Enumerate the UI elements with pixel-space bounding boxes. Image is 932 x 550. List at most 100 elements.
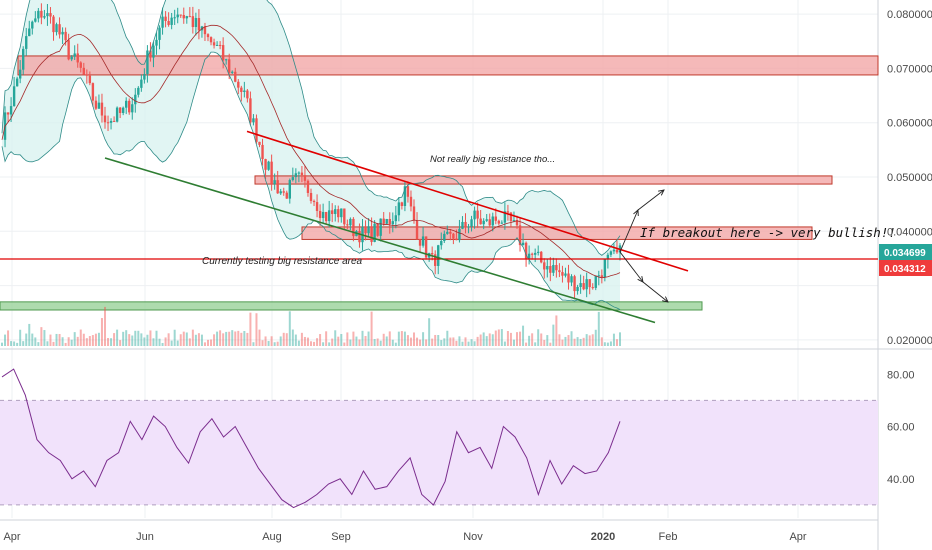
volume-bar <box>522 325 525 346</box>
candle-body <box>100 102 104 116</box>
candle-body <box>15 78 19 87</box>
volume-bar <box>597 311 600 346</box>
volume-bar <box>43 330 46 346</box>
candle-body <box>318 210 322 219</box>
volume-bar <box>110 338 113 346</box>
volume-bar <box>331 338 334 346</box>
candle-body <box>552 265 555 273</box>
volume-bar <box>376 338 379 346</box>
volume-bar <box>452 337 455 346</box>
candle-body <box>315 202 319 211</box>
candle-body <box>288 180 291 199</box>
volume-bar <box>434 334 437 346</box>
volume-bar <box>458 336 461 346</box>
time-tick-label: Sep <box>331 531 351 543</box>
candle-body <box>170 17 173 25</box>
candle-body <box>579 283 582 287</box>
candle-body <box>340 208 343 218</box>
candle-body <box>491 216 494 226</box>
volume-bar <box>497 329 500 346</box>
volume-bar <box>428 318 431 346</box>
volume-bar <box>82 333 85 346</box>
volume-bar <box>46 341 49 346</box>
volume-bar <box>291 329 294 346</box>
candle-body <box>440 241 443 246</box>
candle-body <box>470 219 473 227</box>
candle-body <box>34 18 37 22</box>
volume-bar <box>403 331 406 346</box>
volume-bar <box>300 332 303 346</box>
candle-body <box>52 16 55 33</box>
volume-bar <box>140 333 143 346</box>
volume-bar <box>443 338 446 346</box>
volume-bar <box>358 339 361 346</box>
candle-body <box>424 236 428 258</box>
candle-body <box>276 180 279 194</box>
candle-body <box>349 218 352 226</box>
annotation-testing-resistance: Currently testing big resistance area <box>202 256 363 267</box>
candle-body <box>543 262 546 270</box>
volume-bar <box>52 341 55 346</box>
volume-bar <box>161 342 164 346</box>
volume-bar <box>67 337 70 346</box>
candle-body <box>291 177 295 181</box>
candle-body <box>382 218 385 224</box>
candle-body <box>434 254 437 266</box>
candle-body <box>403 186 407 207</box>
volume-bar <box>267 341 270 346</box>
volume-bar <box>128 334 131 346</box>
candle-body <box>246 90 249 99</box>
candle-body <box>588 279 591 288</box>
volume-bar <box>61 337 64 346</box>
candle-body <box>521 242 525 246</box>
candle-body <box>376 223 379 236</box>
volume-bar <box>364 336 367 346</box>
candle-body <box>546 265 549 270</box>
time-tick-label: Apr <box>789 531 806 543</box>
volume-bar <box>58 334 61 346</box>
candle-body <box>61 31 64 35</box>
volume-bar <box>528 335 531 346</box>
candle-body <box>485 219 488 221</box>
volume-bar <box>446 330 449 346</box>
volume-bar <box>467 341 470 346</box>
candle-body <box>140 79 143 88</box>
volume-bar <box>349 339 352 346</box>
resistance-zone <box>254 175 833 185</box>
candle-body <box>446 231 449 234</box>
volume-bar <box>319 334 322 346</box>
volume-bar <box>285 333 288 346</box>
price-tick-label: 0.060000 <box>887 118 932 130</box>
candle-body <box>603 259 607 278</box>
volume-bar <box>152 338 155 346</box>
volume-bar <box>567 335 570 346</box>
price-tick-label: 0.070000 <box>887 63 932 75</box>
volume-bar <box>116 329 119 346</box>
price-tick-label: 0.040000 <box>887 226 932 238</box>
volume-bar <box>167 333 170 346</box>
volume-bar <box>525 342 528 346</box>
candle-body <box>294 173 298 178</box>
candle-body <box>500 222 504 224</box>
candle-body <box>412 206 416 221</box>
volume-bar <box>37 342 40 346</box>
candle-body <box>58 24 61 35</box>
candle-body <box>255 118 258 142</box>
candle-body <box>458 228 461 241</box>
candle-body <box>43 16 46 18</box>
candle-body <box>609 251 613 255</box>
candle-body <box>464 221 467 228</box>
candle-body <box>197 18 201 31</box>
volume-bar <box>303 336 306 346</box>
candle-body <box>467 226 470 228</box>
candle-body <box>240 87 243 92</box>
volume-bar <box>134 330 137 346</box>
volume-bar <box>64 342 67 346</box>
volume-bar <box>519 331 522 346</box>
volume-bar <box>207 339 209 346</box>
volume-bar <box>49 334 52 346</box>
candle-body <box>385 218 388 224</box>
volume-bar <box>70 339 73 346</box>
volume-bar <box>313 341 316 346</box>
volume-bar <box>310 341 312 346</box>
